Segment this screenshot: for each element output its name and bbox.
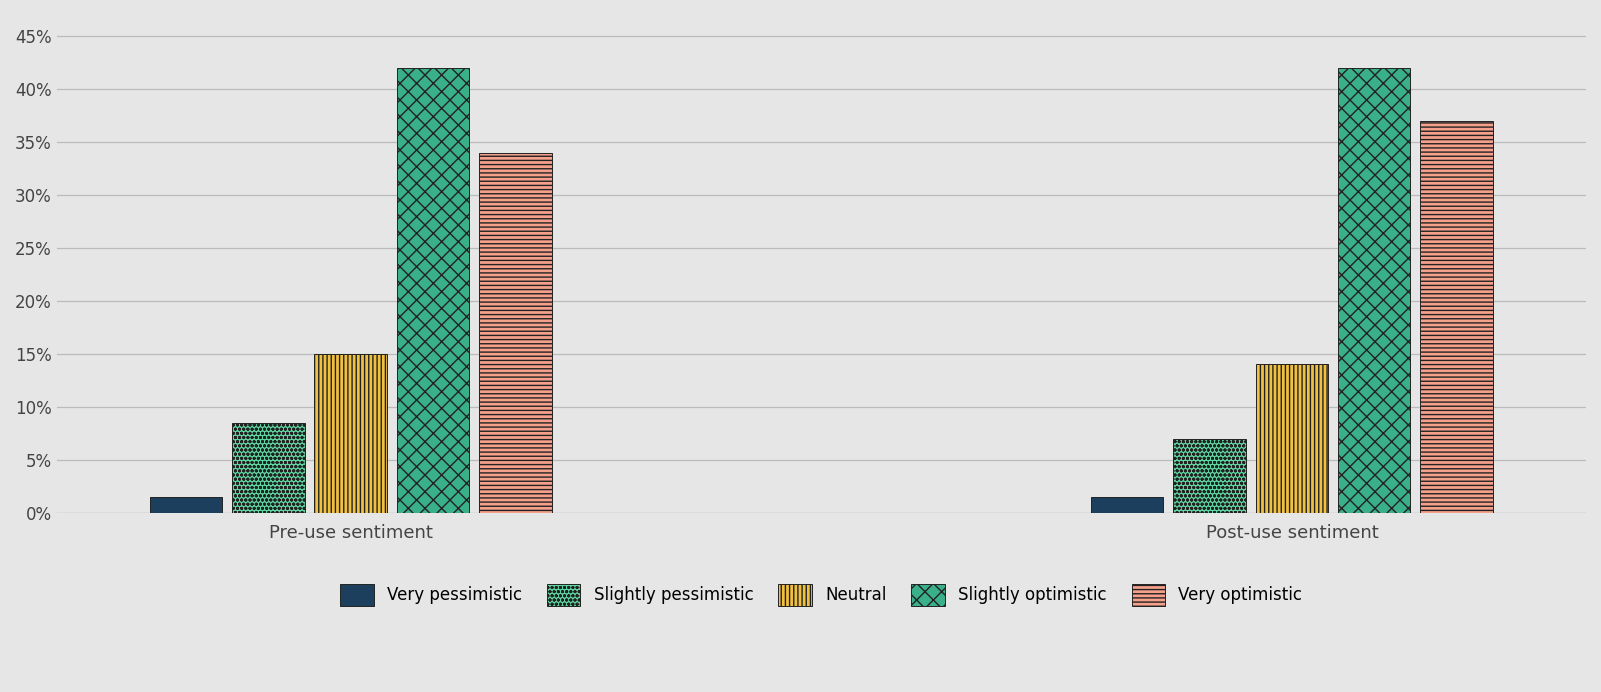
Bar (314, 354, 387, 513)
Bar (479, 153, 552, 513)
Bar (150, 497, 223, 513)
Bar (397, 68, 469, 513)
Bar (1420, 121, 1492, 513)
Bar (1090, 497, 1164, 513)
Bar (1174, 439, 1246, 513)
Bar (1338, 68, 1410, 513)
Legend: Very pessimistic, Slightly pessimistic, Neutral, Slightly optimistic, Very optim: Very pessimistic, Slightly pessimistic, … (331, 576, 1311, 614)
Bar (232, 423, 304, 513)
Bar (1255, 365, 1329, 513)
